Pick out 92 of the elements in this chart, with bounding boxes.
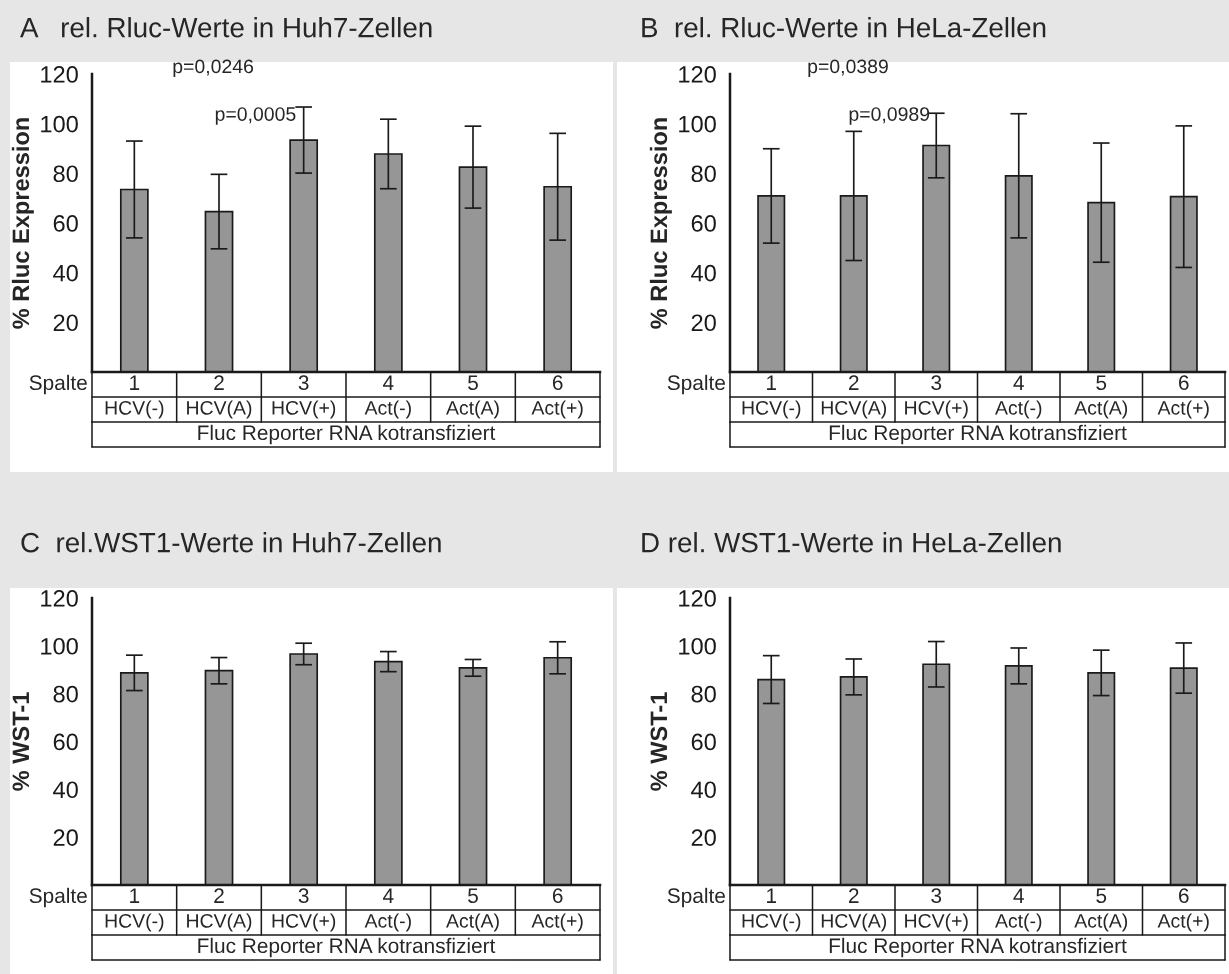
text: HCV(-) <box>105 400 164 419</box>
y-tick-label: 60 <box>53 215 78 232</box>
y-tick-label: 20 <box>53 829 78 846</box>
x-axis-title: Fluc Reporter RNA kotransfiziert <box>829 424 1127 445</box>
y-tick-label: 60 <box>691 733 716 751</box>
text: Act(A) <box>446 400 499 419</box>
x-tick-label: 2 <box>849 375 859 390</box>
y-tick-label: 60 <box>691 215 716 232</box>
x-tick-label: 6 <box>1179 888 1189 904</box>
text: HCV(+) <box>905 913 968 932</box>
y-tick-label: 120 <box>679 66 716 83</box>
x-tick-label: 6 <box>552 375 563 391</box>
y-tick-label: 20 <box>53 314 78 332</box>
text: HCV(-) <box>742 400 801 419</box>
x-tick-label: 1 <box>767 888 777 903</box>
y-tick-label: 100 <box>679 115 716 133</box>
text: Act(-) <box>364 913 411 932</box>
text: Act(A) <box>1074 400 1128 419</box>
text: HCV(A) <box>187 400 252 419</box>
text: Act(-) <box>364 400 411 419</box>
chart-title: C rel.WST1-Werte in Huh7-Zellen <box>21 532 441 553</box>
y-tick-label: 40 <box>691 264 716 282</box>
annotation: p=0,0246 <box>173 59 254 78</box>
x-tick-label: 1 <box>130 375 140 390</box>
text: Act(+) <box>1157 913 1209 932</box>
x-tick-label: 2 <box>849 888 859 903</box>
y-tick-label: 120 <box>679 590 716 607</box>
y-tick-label: 80 <box>691 165 716 183</box>
x-tick-label: 5 <box>468 888 478 904</box>
y-tick-label: 120 <box>41 66 78 83</box>
x-tick-label: 6 <box>552 888 563 904</box>
x-tick-label: 5 <box>1096 888 1107 904</box>
annotation: p=0,0989 <box>849 107 930 125</box>
y-axis-title: % WST-1 <box>650 692 668 791</box>
x-axis-title: Fluc Reporter RNA kotransfiziert <box>198 424 496 445</box>
chart-title: D rel. WST1-Werte in HeLa-Zellen <box>642 532 1061 553</box>
y-axis-title: % WST-1 <box>12 692 30 791</box>
text: Spalte <box>667 887 725 908</box>
y-tick-label: 80 <box>691 685 716 703</box>
x-tick-label: 5 <box>468 375 478 391</box>
text: HCV(+) <box>272 913 336 932</box>
text: Spalte <box>667 374 725 395</box>
chart-title: B rel. Rluc-Werte in HeLa-Zellen <box>642 17 1046 38</box>
y-axis-title: % Rluc Expression <box>649 118 672 329</box>
y-tick-label: 40 <box>53 781 78 799</box>
annotation: p=0,0389 <box>808 59 888 78</box>
y-axis-title: % Rluc Expression <box>11 118 34 329</box>
x-tick-label: 4 <box>383 375 394 390</box>
x-tick-label: 1 <box>767 375 777 390</box>
x-tick-label: 3 <box>298 375 309 391</box>
x-axis-title: Fluc Reporter RNA kotransfiziert <box>198 937 496 958</box>
text: HCV(-) <box>742 913 801 932</box>
x-tick-label: 3 <box>931 375 942 391</box>
y-tick-label: 20 <box>691 829 716 846</box>
y-tick-label: 60 <box>53 733 78 751</box>
y-tick-label: 100 <box>41 115 78 133</box>
text: Act(-) <box>995 913 1042 932</box>
text: Act(+) <box>531 400 583 419</box>
text: Act(+) <box>1157 400 1209 419</box>
x-tick-label: 2 <box>214 888 224 903</box>
x-tick-label: 2 <box>214 375 224 390</box>
text: Act(-) <box>995 400 1042 419</box>
x-tick-label: 4 <box>1013 888 1024 903</box>
text: HCV(-) <box>105 913 164 932</box>
text: HCV(A) <box>187 913 252 932</box>
x-tick-label: 3 <box>931 888 942 904</box>
y-tick-label: 40 <box>53 264 78 282</box>
text: Spalte <box>29 887 87 908</box>
y-tick-label: 40 <box>691 781 716 799</box>
chart-title: A rel. Rluc-Werte in Huh7-Zellen <box>20 17 432 38</box>
text: HCV(+) <box>905 400 968 419</box>
text: Act(A) <box>446 913 499 932</box>
annotation: p=0,0005 <box>215 107 296 125</box>
x-tick-label: 4 <box>1013 375 1024 390</box>
x-tick-label: 4 <box>383 888 394 903</box>
y-tick-label: 80 <box>53 165 78 183</box>
x-tick-label: 5 <box>1096 375 1107 391</box>
x-tick-label: 1 <box>130 888 140 903</box>
x-axis-title: Fluc Reporter RNA kotransfiziert <box>829 937 1127 958</box>
y-tick-label: 120 <box>41 590 78 607</box>
y-tick-label: 100 <box>41 637 78 655</box>
text: Act(+) <box>531 913 583 932</box>
y-tick-label: 80 <box>53 685 78 703</box>
y-tick-label: 100 <box>679 637 716 655</box>
text: HCV(A) <box>821 913 887 932</box>
y-tick-label: 20 <box>691 314 716 332</box>
x-tick-label: 6 <box>1179 375 1189 391</box>
text: Spalte <box>29 374 87 395</box>
text: HCV(A) <box>821 400 887 419</box>
x-tick-label: 3 <box>298 888 309 904</box>
text: HCV(+) <box>272 400 336 419</box>
text: Act(A) <box>1074 913 1128 932</box>
